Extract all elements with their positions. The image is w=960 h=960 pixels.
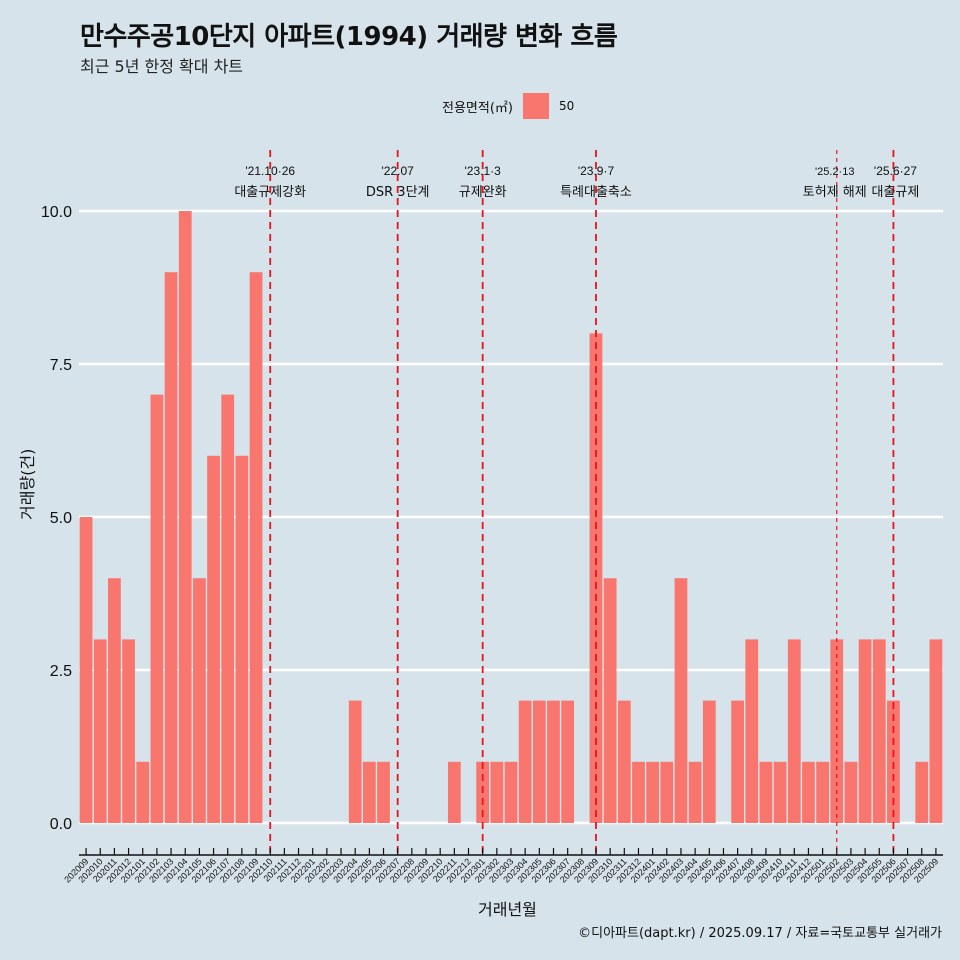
bar-202011 bbox=[108, 578, 121, 823]
bar-202409 bbox=[759, 761, 773, 823]
y-axis-label: 거래량(건) bbox=[18, 448, 37, 520]
source-caption: ©디아파트(dapt.kr) / 2025.09.17 / 자료=국토교통부 실… bbox=[578, 926, 942, 941]
event-date: '23.9·7 bbox=[578, 164, 615, 178]
bar-202411 bbox=[787, 639, 801, 823]
chart-title: 만수주공10단지 아파트(1994) 거래량 변화 흐름 bbox=[80, 22, 618, 52]
event-label: 특례대출축소 bbox=[560, 185, 632, 200]
bar-202103 bbox=[164, 272, 178, 823]
legend-title: 전용면적(㎡) bbox=[442, 100, 513, 116]
bar-202408 bbox=[745, 639, 759, 823]
bar-202205 bbox=[362, 761, 376, 823]
event-date: '23.1·3 bbox=[465, 164, 502, 178]
bar-202404 bbox=[688, 761, 702, 823]
event-date: '21.10·26 bbox=[245, 164, 295, 178]
bar-202306 bbox=[547, 700, 560, 823]
bar-202309 bbox=[589, 333, 603, 823]
chart-subtitle: 최근 5년 한정 확대 차트 bbox=[80, 57, 244, 76]
bar-202501 bbox=[816, 761, 829, 823]
bar-202104 bbox=[178, 211, 192, 823]
bar-202009 bbox=[79, 517, 93, 823]
bar-202106 bbox=[207, 455, 220, 823]
bar-202312 bbox=[632, 761, 645, 823]
bar-202502 bbox=[830, 639, 844, 823]
legend-entry: 50 bbox=[558, 99, 575, 113]
bar-202304 bbox=[518, 700, 532, 823]
bar-202310 bbox=[603, 578, 617, 823]
event-date: '25.2·13 bbox=[815, 166, 854, 178]
bar-202412 bbox=[802, 761, 815, 823]
bar-202506 bbox=[887, 700, 900, 823]
bar-202307 bbox=[561, 700, 575, 823]
bar-202206 bbox=[377, 761, 390, 823]
bar-202311 bbox=[617, 700, 631, 823]
bar-202107 bbox=[221, 394, 235, 823]
y-tick-label: 2.5 bbox=[50, 663, 72, 680]
bar-202407 bbox=[731, 700, 744, 823]
bar-202012 bbox=[122, 639, 135, 823]
bar-202402 bbox=[660, 761, 674, 823]
bar-202405 bbox=[702, 700, 716, 823]
bar-202204 bbox=[348, 700, 362, 823]
bar-202401 bbox=[646, 761, 660, 823]
event-label: 토허제 해제 bbox=[803, 185, 867, 200]
y-tick-label: 0.0 bbox=[50, 816, 72, 833]
bar-202302 bbox=[490, 761, 504, 823]
bar-202105 bbox=[193, 578, 206, 823]
bar-202504 bbox=[858, 639, 872, 823]
y-tick-label: 7.5 bbox=[50, 357, 72, 374]
bar-202305 bbox=[532, 700, 546, 823]
legend: 전용면적(㎡) 50 bbox=[442, 93, 574, 119]
bar-202010 bbox=[93, 639, 107, 823]
x-axis-label: 거래년월 bbox=[478, 900, 537, 919]
bar-202509 bbox=[929, 639, 943, 823]
y-tick-label: 5.0 bbox=[50, 510, 72, 527]
event-date: '25.6·27 bbox=[874, 164, 917, 178]
event-label: 대출규제 bbox=[872, 185, 920, 200]
bar-202410 bbox=[773, 761, 787, 823]
event-label: 규제완화 bbox=[459, 185, 507, 200]
event-date: '22.07 bbox=[382, 164, 415, 178]
bar-202109 bbox=[249, 272, 263, 823]
bar-202108 bbox=[235, 455, 249, 823]
bar-202503 bbox=[844, 761, 858, 823]
y-tick-label: 10.0 bbox=[41, 204, 72, 221]
bar-202505 bbox=[872, 639, 886, 823]
bar-202101 bbox=[136, 761, 150, 823]
event-label: DSR 3단계 bbox=[366, 185, 430, 200]
event-label: 대출규제강화 bbox=[234, 185, 306, 200]
legend-swatch bbox=[522, 93, 549, 119]
bar-202102 bbox=[150, 394, 164, 823]
bar-202403 bbox=[674, 578, 688, 823]
bar-202211 bbox=[447, 761, 461, 823]
bar-202303 bbox=[504, 761, 518, 823]
bar-202508 bbox=[915, 761, 929, 823]
